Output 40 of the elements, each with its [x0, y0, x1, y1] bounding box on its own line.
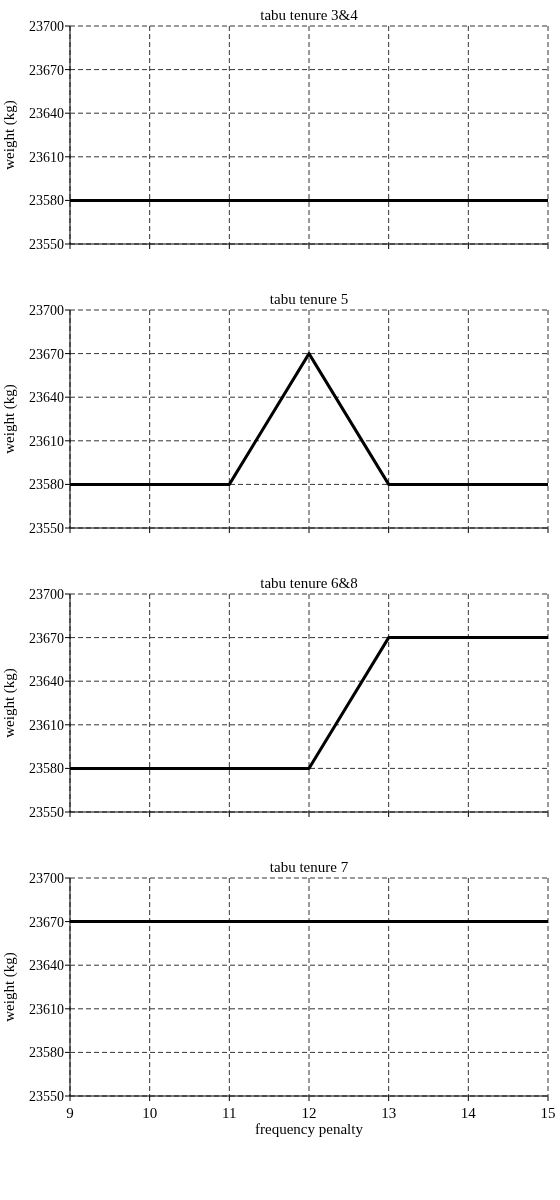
- chart-title: tabu tenure 7: [269, 859, 349, 875]
- y-tick-label: 23610: [29, 1001, 64, 1017]
- y-tick-label: 23580: [29, 1045, 64, 1061]
- y-tick-label: 23640: [29, 958, 64, 974]
- y-tick-label: 23700: [29, 302, 64, 318]
- chart-title: tabu tenure 6&8: [260, 575, 358, 591]
- chart-title: tabu tenure 5: [269, 291, 349, 307]
- x-tick-label: 11: [222, 1105, 237, 1121]
- y-tick-label: 23550: [29, 1088, 64, 1104]
- y-axis-title: weight (kg): [1, 384, 18, 454]
- y-tick-label: 23700: [29, 18, 64, 34]
- y-tick-label: 23580: [29, 477, 64, 493]
- y-tick-label: 23670: [29, 630, 64, 646]
- y-axis-title: weight (kg): [1, 952, 18, 1022]
- y-tick-label: 23640: [29, 106, 64, 122]
- y-tick-label: 23610: [29, 717, 64, 733]
- x-axis-title: frequency penalty: [255, 1121, 364, 1137]
- y-axis-title: weight (kg): [1, 100, 18, 170]
- y-tick-label: 23550: [29, 520, 64, 536]
- x-tick-label: 15: [540, 1105, 556, 1121]
- y-tick-label: 23700: [29, 870, 64, 886]
- y-tick-label: 23670: [29, 346, 64, 362]
- y-tick-label: 23670: [29, 914, 64, 930]
- x-tick-label: 12: [301, 1105, 317, 1121]
- y-tick-label: 23580: [29, 761, 64, 777]
- y-tick-label: 23640: [29, 390, 64, 406]
- y-tick-label: 23550: [29, 236, 64, 252]
- x-tick-label: 10: [142, 1105, 158, 1121]
- y-tick-label: 23640: [29, 674, 64, 690]
- y-tick-label: 23610: [29, 149, 64, 165]
- chart-title: tabu tenure 3&4: [260, 7, 359, 23]
- x-tick-label: 9: [66, 1105, 74, 1121]
- y-axis-title: weight (kg): [1, 668, 18, 738]
- y-tick-label: 23610: [29, 433, 64, 449]
- x-tick-label: 14: [460, 1105, 477, 1121]
- y-tick-label: 23700: [29, 586, 64, 602]
- y-tick-label: 23580: [29, 193, 64, 209]
- y-tick-label: 23670: [29, 62, 64, 78]
- x-tick-label: 13: [381, 1105, 397, 1121]
- y-tick-label: 23550: [29, 804, 64, 820]
